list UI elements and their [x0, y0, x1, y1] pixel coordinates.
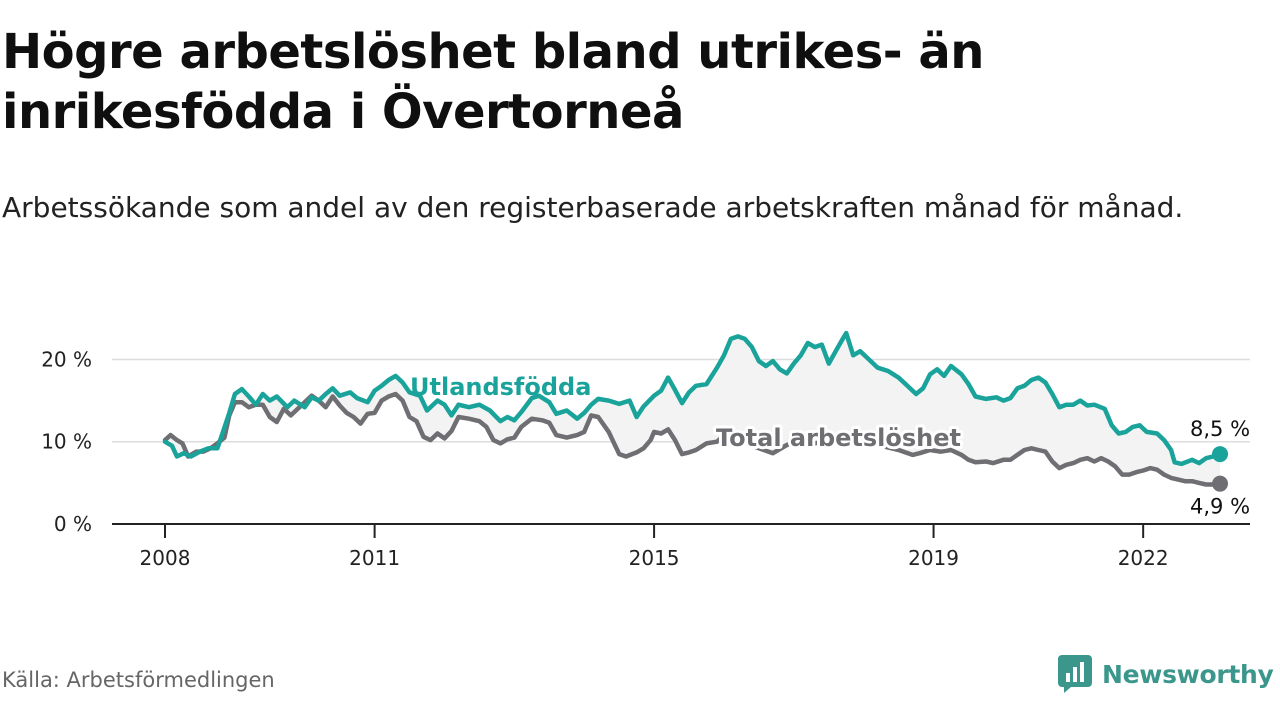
chart-title: Högre arbetslöshet bland utrikes- än inr…: [2, 24, 984, 140]
logo-text: Newsworthy: [1102, 659, 1274, 689]
y-tick-label: 0 %: [54, 512, 92, 536]
end-marker-total: [1212, 475, 1229, 492]
y-tick-label: 20 %: [41, 347, 92, 371]
gap-fill-area: [165, 333, 1220, 485]
y-tick-label: 10 %: [41, 430, 92, 454]
x-tick-label: 2019: [908, 546, 959, 570]
x-tick-label: 2011: [349, 546, 400, 570]
source-note: Källa: Arbetsförmedlingen: [2, 668, 275, 692]
end-value-label-utlandsfodda: 8,5 %: [1190, 417, 1250, 441]
series-line-utlandsfodda: [162, 330, 1223, 467]
x-tick-label: 2022: [1118, 546, 1169, 570]
series-label-utlandsfodda: Utlandsfödda: [410, 373, 591, 401]
series-labels: Utlandsfödda Total arbetslöshet: [410, 373, 964, 455]
bar-chart-icon: [1058, 655, 1092, 693]
end-marker-utlandsfodda: [1212, 446, 1229, 463]
end-markers: 8,5 % 4,9 %: [1190, 417, 1250, 519]
newsworthy-logo: Newsworthy: [1058, 654, 1274, 694]
chart-subtitle: Arbetssökande som andel av den registerb…: [2, 191, 1184, 224]
x-axis: 2008 2011 2015 2019 2022: [112, 523, 1250, 570]
end-value-label-total: 4,9 %: [1190, 495, 1250, 519]
series-label-total: Total arbetslöshet: [716, 424, 961, 452]
series-lines: [162, 330, 1223, 487]
x-tick-label: 2008: [140, 546, 191, 570]
x-tick-label: 2015: [629, 546, 680, 570]
